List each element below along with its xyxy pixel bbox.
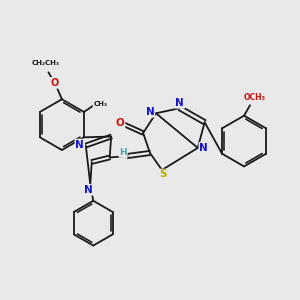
Text: N: N (200, 143, 208, 153)
Text: H: H (119, 148, 127, 157)
Text: N: N (76, 140, 84, 150)
Text: N: N (146, 107, 154, 117)
Text: CH₃: CH₃ (93, 101, 107, 107)
Text: N: N (176, 98, 184, 108)
Text: OCH₃: OCH₃ (244, 93, 266, 102)
Text: O: O (50, 78, 59, 88)
Text: CH₂CH₃: CH₂CH₃ (32, 60, 59, 66)
Text: N: N (84, 185, 93, 195)
Text: O: O (116, 118, 124, 128)
Text: S: S (160, 169, 167, 179)
